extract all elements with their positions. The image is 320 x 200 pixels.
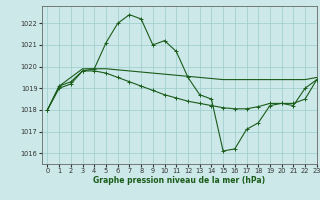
X-axis label: Graphe pression niveau de la mer (hPa): Graphe pression niveau de la mer (hPa) (93, 176, 265, 185)
